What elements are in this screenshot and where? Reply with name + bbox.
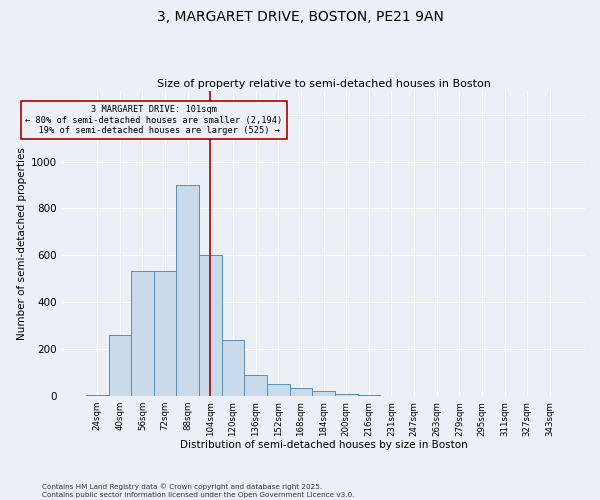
Text: Contains HM Land Registry data © Crown copyright and database right 2025.
Contai: Contains HM Land Registry data © Crown c… xyxy=(42,484,355,498)
Text: 3 MARGARET DRIVE: 101sqm
← 80% of semi-detached houses are smaller (2,194)
  19%: 3 MARGARET DRIVE: 101sqm ← 80% of semi-d… xyxy=(25,105,283,135)
Bar xyxy=(358,395,380,396)
Text: 3, MARGARET DRIVE, BOSTON, PE21 9AN: 3, MARGARET DRIVE, BOSTON, PE21 9AN xyxy=(157,10,443,24)
Y-axis label: Number of semi-detached properties: Number of semi-detached properties xyxy=(17,147,27,340)
Title: Size of property relative to semi-detached houses in Boston: Size of property relative to semi-detach… xyxy=(157,79,490,89)
X-axis label: Distribution of semi-detached houses by size in Boston: Distribution of semi-detached houses by … xyxy=(179,440,467,450)
Bar xyxy=(154,270,176,396)
Bar xyxy=(244,375,267,396)
Bar xyxy=(86,395,109,396)
Bar xyxy=(290,388,312,396)
Bar xyxy=(199,256,221,396)
Bar xyxy=(176,185,199,396)
Bar xyxy=(131,270,154,396)
Bar xyxy=(335,394,358,396)
Bar xyxy=(109,335,131,396)
Bar xyxy=(221,340,244,396)
Bar xyxy=(267,384,290,396)
Bar xyxy=(312,392,335,396)
